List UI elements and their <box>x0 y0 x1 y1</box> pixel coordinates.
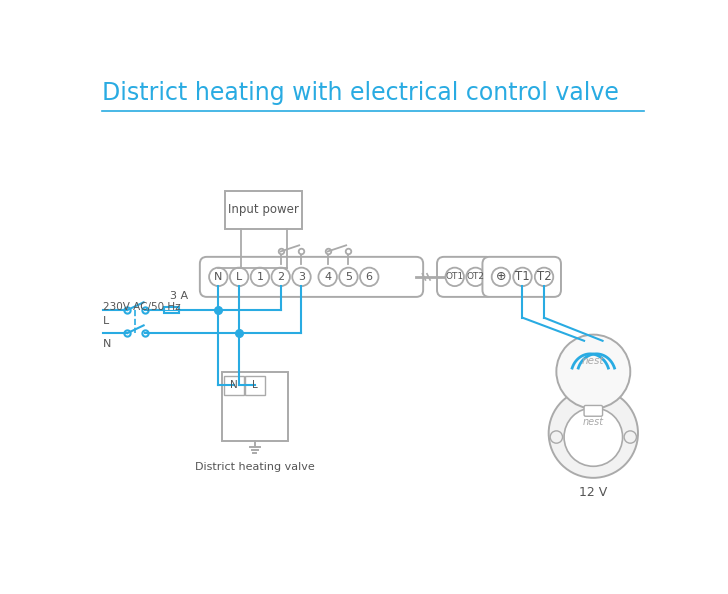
Text: N: N <box>103 339 111 349</box>
Text: OT2: OT2 <box>467 273 485 282</box>
FancyBboxPatch shape <box>200 257 423 297</box>
Text: 2: 2 <box>277 272 284 282</box>
Circle shape <box>513 268 531 286</box>
Text: 4: 4 <box>324 272 331 282</box>
FancyBboxPatch shape <box>245 376 264 394</box>
FancyBboxPatch shape <box>584 406 603 416</box>
Text: L: L <box>252 380 258 390</box>
Bar <box>164 307 179 313</box>
Text: OT1: OT1 <box>446 273 464 282</box>
Text: L: L <box>103 316 109 326</box>
Text: N: N <box>214 272 223 282</box>
FancyBboxPatch shape <box>222 372 288 441</box>
Text: ⊕: ⊕ <box>496 270 506 283</box>
Circle shape <box>466 268 485 286</box>
Text: 230V AC/50 Hz: 230V AC/50 Hz <box>103 302 181 312</box>
Circle shape <box>564 407 622 466</box>
FancyBboxPatch shape <box>437 257 494 297</box>
Circle shape <box>556 334 630 409</box>
Circle shape <box>272 268 290 286</box>
Text: nest: nest <box>582 356 604 366</box>
Text: 3 A: 3 A <box>170 290 188 301</box>
Text: T2: T2 <box>537 270 551 283</box>
Circle shape <box>209 268 228 286</box>
Text: 5: 5 <box>345 272 352 282</box>
Text: N: N <box>230 380 237 390</box>
Circle shape <box>360 268 379 286</box>
Circle shape <box>491 268 510 286</box>
Circle shape <box>550 431 563 443</box>
FancyBboxPatch shape <box>225 191 302 229</box>
Circle shape <box>292 268 311 286</box>
Circle shape <box>318 268 337 286</box>
Text: T1: T1 <box>515 270 530 283</box>
Circle shape <box>624 431 636 443</box>
Circle shape <box>446 268 464 286</box>
Text: Input power: Input power <box>229 203 299 216</box>
Text: 1: 1 <box>256 272 264 282</box>
Text: 6: 6 <box>365 272 373 282</box>
Text: 12 V: 12 V <box>579 485 607 498</box>
Text: District heating with electrical control valve: District heating with electrical control… <box>102 81 619 105</box>
Circle shape <box>339 268 357 286</box>
FancyBboxPatch shape <box>223 376 244 394</box>
Text: nest: nest <box>582 416 604 426</box>
FancyBboxPatch shape <box>483 257 561 297</box>
Circle shape <box>230 268 248 286</box>
Circle shape <box>549 388 638 478</box>
Circle shape <box>535 268 553 286</box>
Text: District heating valve: District heating valve <box>195 463 314 472</box>
Text: L: L <box>236 272 242 282</box>
Circle shape <box>250 268 269 286</box>
Text: 3: 3 <box>298 272 305 282</box>
